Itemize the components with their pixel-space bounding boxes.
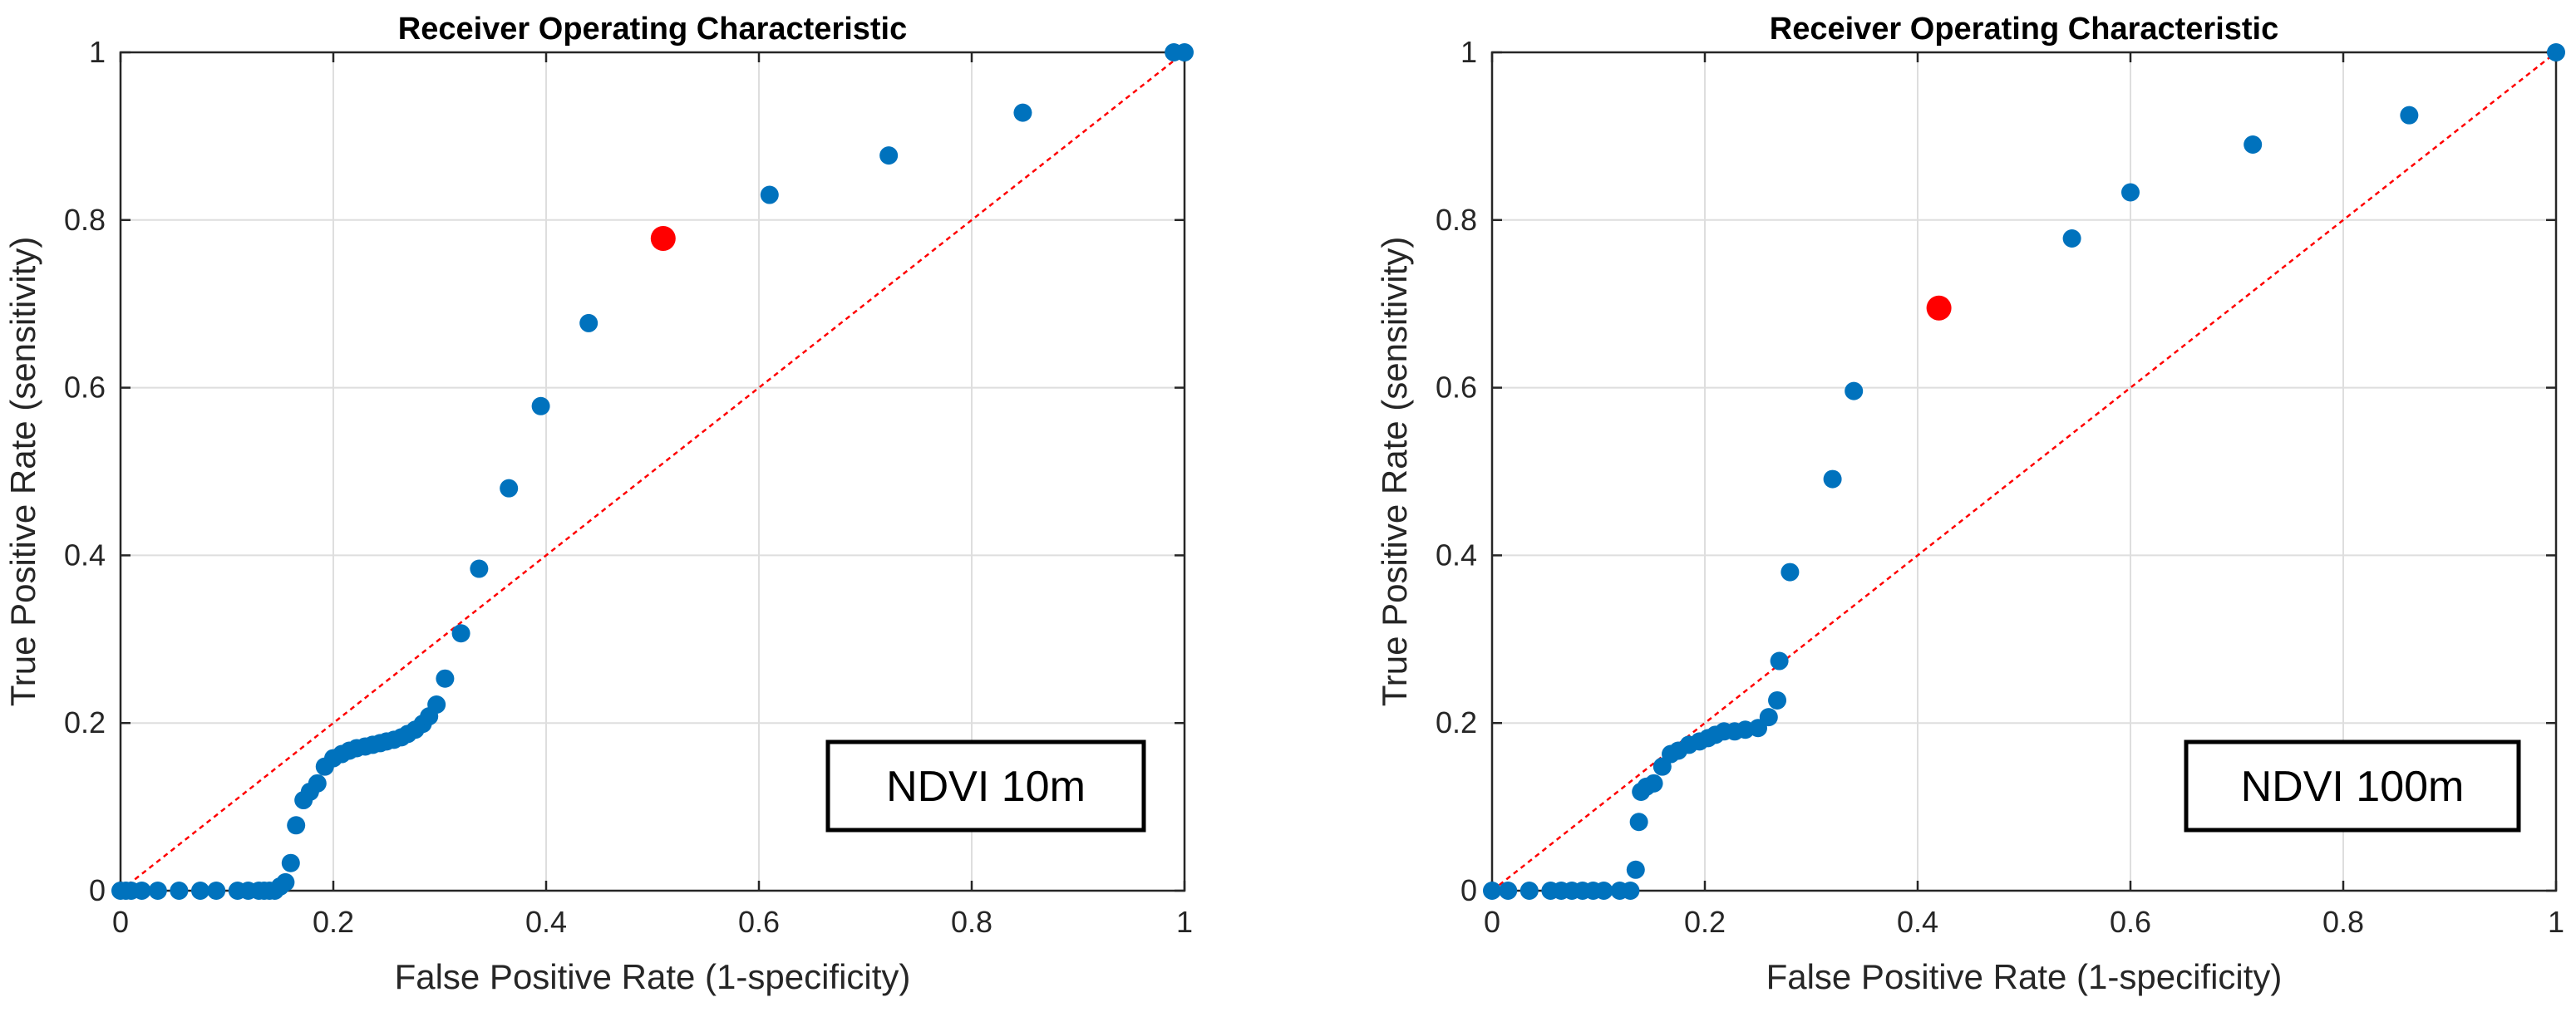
x-tick-label: 0.6 xyxy=(738,905,780,939)
annotation-box xyxy=(825,739,1146,833)
roc-point xyxy=(1770,651,1789,671)
x-tick-label: 0.8 xyxy=(2322,905,2364,939)
y-tick-label: 0.4 xyxy=(64,538,106,572)
roc-point xyxy=(436,669,455,688)
roc-point xyxy=(1823,469,1842,489)
y-tick-label: 0.2 xyxy=(64,705,106,739)
reference-line xyxy=(120,52,1185,892)
roc-chart-ndvi-10m: 0 0.2 0.4 0.6 0.8 1 0 0.2 0.4 0.6 0.8 1 Receiver Ope… xyxy=(3,12,1194,996)
optimal-point xyxy=(650,225,676,251)
roc-point xyxy=(2547,43,2565,61)
axes-box xyxy=(1490,51,2558,892)
roc-point xyxy=(531,396,550,415)
x-axis-label: False Positive Rate (1-specificity) xyxy=(395,957,911,996)
roc-point xyxy=(427,695,446,715)
annotation-label: NDVI 10m xyxy=(886,763,1086,811)
chart-title: Receiver Operating Characteristic xyxy=(398,12,908,47)
annotation-label: NDVI 100m xyxy=(2241,763,2465,811)
optimal-point xyxy=(1926,295,1952,321)
roc-point xyxy=(879,146,899,165)
roc-point xyxy=(1519,882,1539,900)
roc-chart-ndvi-100m: 0 0.2 0.4 0.6 0.8 1 0 0.2 0.4 0.6 0.8 1 Receiver Ope… xyxy=(1375,12,2565,996)
y-tick-label: 0 xyxy=(89,873,106,907)
roc-point xyxy=(207,882,226,900)
roc-point xyxy=(451,624,470,643)
x-tick-label: 0.2 xyxy=(313,905,354,939)
x-tick-label: 1 xyxy=(2548,905,2564,939)
y-tick-label: 0 xyxy=(1460,873,1477,907)
roc-point xyxy=(1845,381,1864,400)
x-axis-label: False Positive Rate (1-specificity) xyxy=(1766,957,2283,996)
reference-line xyxy=(1491,52,2557,892)
x-tick-label: 0 xyxy=(112,905,129,939)
x-tick-label: 0.2 xyxy=(1684,905,1726,939)
y-tick-label: 0.6 xyxy=(1436,371,1477,405)
roc-point xyxy=(1781,562,1800,582)
x-tick-label: 0 xyxy=(1484,905,1500,939)
roc-point xyxy=(276,872,295,892)
roc-point xyxy=(1644,774,1663,793)
y-axis-label: True Positive Rate (sensitivity) xyxy=(3,237,42,707)
y-tick-label: 0.4 xyxy=(1436,538,1477,572)
roc-point xyxy=(2244,135,2263,154)
roc-point xyxy=(2062,228,2081,248)
roc-point xyxy=(760,185,779,204)
roc-point xyxy=(2400,106,2419,125)
roc-point xyxy=(1594,882,1613,900)
roc-point xyxy=(1499,882,1518,900)
roc-point xyxy=(287,816,306,835)
roc-point xyxy=(1175,43,1194,61)
y-tick-label: 1 xyxy=(1460,35,1477,69)
y-tick-label: 0.2 xyxy=(1436,705,1477,739)
roc-point xyxy=(1759,708,1778,727)
x-tick-label: 0.4 xyxy=(525,905,567,939)
roc-point xyxy=(500,479,519,498)
roc-point xyxy=(1768,690,1787,710)
roc-point xyxy=(308,774,327,793)
x-tick-label: 0.4 xyxy=(1897,905,1938,939)
roc-point xyxy=(2121,183,2140,202)
roc-point xyxy=(1626,860,1645,879)
roc-point xyxy=(148,882,167,900)
roc-point xyxy=(1483,882,1501,900)
y-tick-label: 1 xyxy=(89,35,106,69)
roc-point xyxy=(579,313,598,332)
x-tick-label: 1 xyxy=(1176,905,1193,939)
y-axis-label: True Positive Rate (sensitivity) xyxy=(1375,237,1414,707)
roc-point xyxy=(470,559,489,578)
x-tick-label: 0.6 xyxy=(2110,905,2151,939)
roc-point xyxy=(191,882,209,900)
roc-point xyxy=(281,853,300,872)
roc-point xyxy=(1013,103,1032,122)
x-tick-label: 0.8 xyxy=(951,905,992,939)
annotation-box xyxy=(2184,739,2521,833)
roc-point xyxy=(132,882,151,900)
y-tick-label: 0.6 xyxy=(64,371,106,405)
roc-point xyxy=(1621,882,1640,900)
y-tick-label: 0.8 xyxy=(64,203,106,237)
roc-point xyxy=(1629,813,1648,832)
roc-point xyxy=(170,882,189,900)
chart-title: Receiver Operating Characteristic xyxy=(1770,12,2279,47)
y-tick-label: 0.8 xyxy=(1436,203,1477,237)
axes-box xyxy=(119,51,1186,892)
